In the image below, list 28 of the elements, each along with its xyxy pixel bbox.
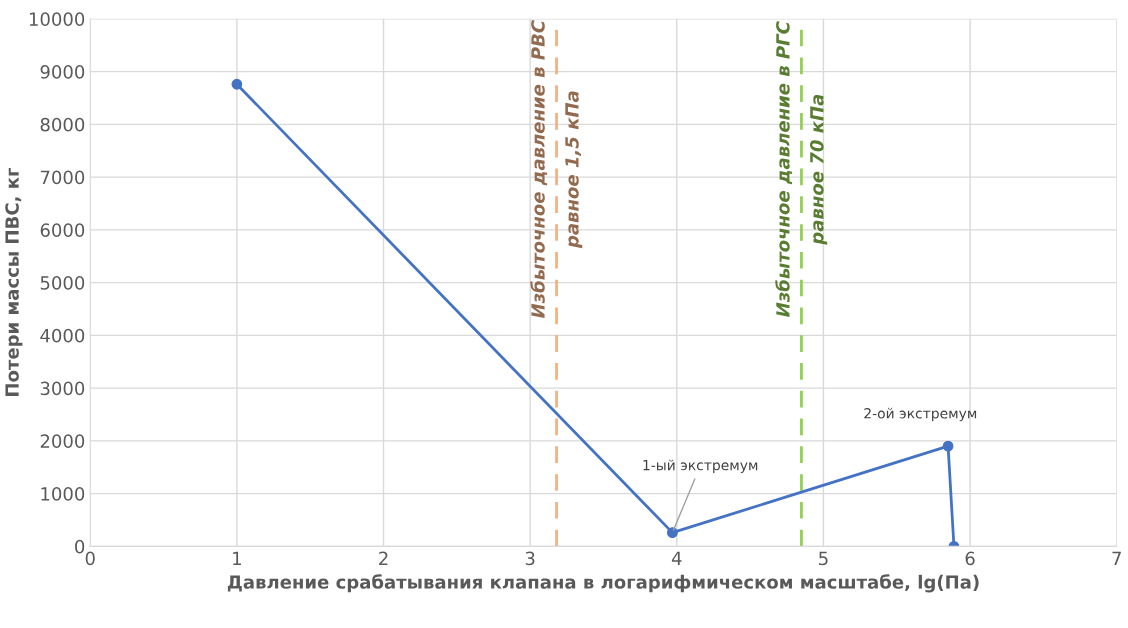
x-tick-label: 4 [671,551,682,565]
annotation: 1-ый экстремум [643,459,758,474]
x-tick-label: 1 [233,551,241,565]
x-tick-label: 0 [85,551,95,566]
ref-line-label: Избыточное давление в РВС равное 1,5 кПа [530,20,583,319]
point [667,527,678,539]
y-tick-label: 4000 [40,328,85,343]
y-tick-label: 3000 [40,381,85,396]
y-tick-label: 10000 [29,12,85,26]
y-tick-label: 2000 [40,434,85,448]
y-tick-label: 8000 [40,117,85,132]
y-tick-label: 1000 [41,487,85,501]
x-tick-label: 2 [379,551,388,565]
x-tick-label: 5 [819,551,828,566]
x-axis-title: Давление срабатывания клапана в логарифмическом масштабе, lg(Па) [227,574,979,593]
point [942,440,954,452]
annotation: 2-ой экстремум [864,407,977,422]
y-tick-label: 5000 [40,276,85,290]
ref-line-label: Избыточное давление в РГС равное 70 кПа [775,21,828,317]
x-tick-label: 3 [525,551,535,566]
x-tick-label: 6 [965,551,975,566]
x-tick-label: 7 [1112,551,1121,565]
y-tick-label: 6000 [40,223,85,237]
y-tick-label: 0 [75,539,85,554]
y-tick-label: 7000 [40,170,85,185]
point [231,78,243,90]
y-axis-title: Потери массы ПВС, кг [5,168,23,396]
y-tick-label: 9000 [40,65,85,79]
